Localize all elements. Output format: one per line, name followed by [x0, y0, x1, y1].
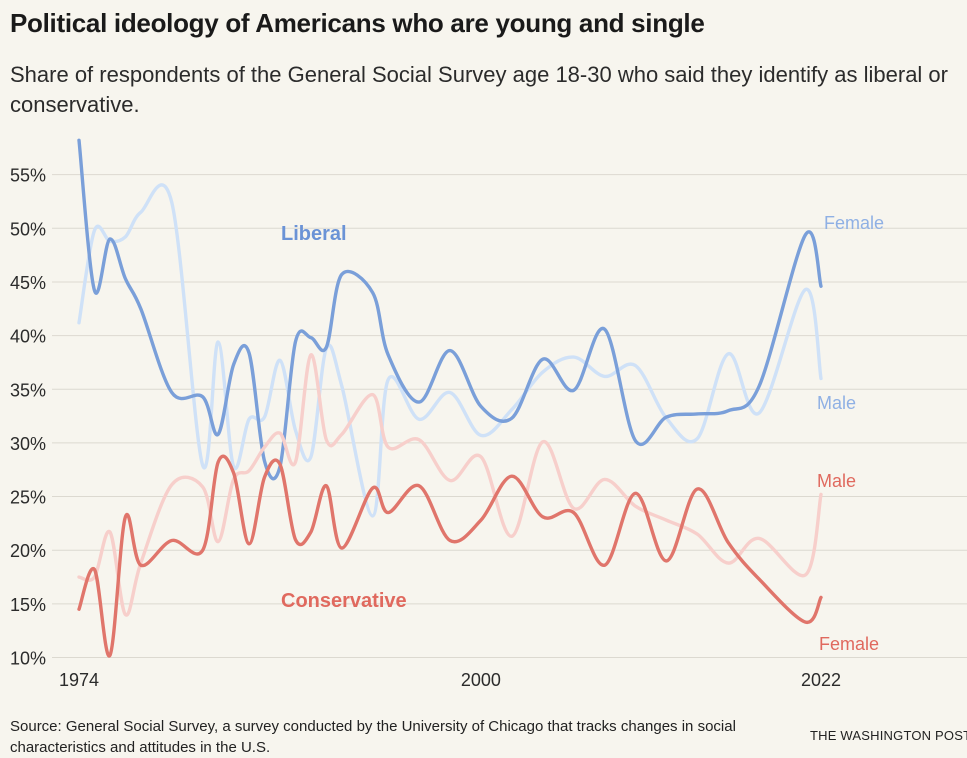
x-tick-label: 2022	[801, 670, 841, 690]
conservative-male-end-label: Male	[817, 471, 856, 491]
y-tick-label: 40%	[10, 327, 46, 347]
y-tick-label: 25%	[10, 488, 46, 508]
y-tick-label: 10%	[10, 649, 46, 669]
x-tick-label: 1974	[59, 670, 99, 690]
source-note: Source: General Social Survey, a survey …	[10, 718, 736, 756]
liberal-group-label: Liberal	[281, 223, 347, 245]
y-tick-label: 15%	[10, 595, 46, 615]
y-tick-label: 55%	[10, 166, 46, 186]
x-tick-label: 2000	[461, 670, 501, 690]
conservative-female-line	[77, 454, 823, 658]
conservative-male-line	[77, 353, 823, 617]
chart-labels: Liberal Conservative Male Female Male Female	[281, 213, 884, 654]
series-lines	[77, 138, 823, 658]
liberal-male-end-label: Male	[817, 393, 856, 413]
publisher-credit: THE WASHINGTON POST	[810, 728, 967, 743]
liberal-female-end-label: Female	[824, 213, 884, 233]
y-tick-label: 50%	[10, 219, 46, 239]
y-tick-label: 35%	[10, 380, 46, 400]
chart-title: Political ideology of Americans who are …	[10, 8, 705, 38]
liberal-male-line	[77, 183, 823, 518]
gridlines: 10% 15% 20% 25% 30% 35% 40% 45% 50% 55% 1974 2000 20…	[10, 166, 967, 690]
chart-subtitle: Share of respondents of the General Soci…	[10, 62, 948, 117]
line-chart: 10% 15% 20% 25% 30% 35% 40% 45% 50% 55% 1974 2000 20…	[10, 138, 967, 690]
y-tick-label: 20%	[10, 541, 46, 561]
y-tick-label: 30%	[10, 434, 46, 454]
liberal-female-line	[77, 138, 823, 481]
conservative-female-end-label: Female	[819, 634, 879, 654]
conservative-group-label: Conservative	[281, 590, 407, 612]
y-tick-label: 45%	[10, 273, 46, 293]
